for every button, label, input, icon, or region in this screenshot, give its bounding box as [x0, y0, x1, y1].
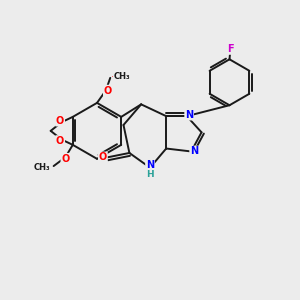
Text: O: O [56, 116, 64, 126]
Text: O: O [112, 76, 113, 77]
Text: N: N [146, 160, 154, 170]
Text: CH₃: CH₃ [34, 163, 50, 172]
Text: O: O [61, 154, 70, 164]
Text: H: H [146, 169, 154, 178]
Text: N: N [185, 110, 193, 120]
Text: F: F [227, 44, 234, 54]
Text: CH₃: CH₃ [113, 72, 130, 81]
Text: N: N [190, 146, 198, 157]
Text: methoxy: methoxy [109, 74, 115, 76]
Text: O: O [104, 85, 112, 95]
Text: O: O [56, 136, 64, 146]
Text: O: O [99, 152, 107, 162]
